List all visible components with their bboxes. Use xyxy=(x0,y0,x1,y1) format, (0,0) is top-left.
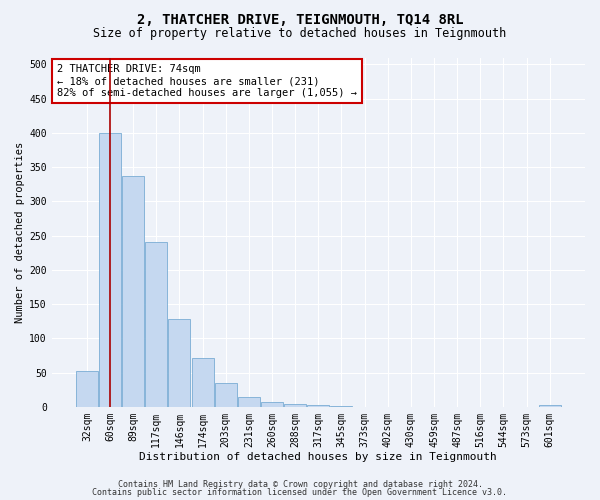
Bar xyxy=(191,358,214,407)
Bar xyxy=(122,176,144,407)
Bar xyxy=(539,406,561,407)
Y-axis label: Number of detached properties: Number of detached properties xyxy=(15,142,25,323)
Bar xyxy=(284,404,306,407)
Text: Size of property relative to detached houses in Teignmouth: Size of property relative to detached ho… xyxy=(94,28,506,40)
Bar xyxy=(215,383,237,407)
X-axis label: Distribution of detached houses by size in Teignmouth: Distribution of detached houses by size … xyxy=(139,452,497,462)
Bar xyxy=(145,242,167,407)
Bar xyxy=(76,371,98,407)
Text: 2 THATCHER DRIVE: 74sqm
← 18% of detached houses are smaller (231)
82% of semi-d: 2 THATCHER DRIVE: 74sqm ← 18% of detache… xyxy=(57,64,357,98)
Bar xyxy=(238,396,260,407)
Bar xyxy=(307,406,329,407)
Text: 2, THATCHER DRIVE, TEIGNMOUTH, TQ14 8RL: 2, THATCHER DRIVE, TEIGNMOUTH, TQ14 8RL xyxy=(137,12,463,26)
Bar xyxy=(331,406,352,407)
Bar xyxy=(261,402,283,407)
Bar xyxy=(169,319,190,407)
Text: Contains HM Land Registry data © Crown copyright and database right 2024.: Contains HM Land Registry data © Crown c… xyxy=(118,480,482,489)
Text: Contains public sector information licensed under the Open Government Licence v3: Contains public sector information licen… xyxy=(92,488,508,497)
Bar xyxy=(99,133,121,407)
